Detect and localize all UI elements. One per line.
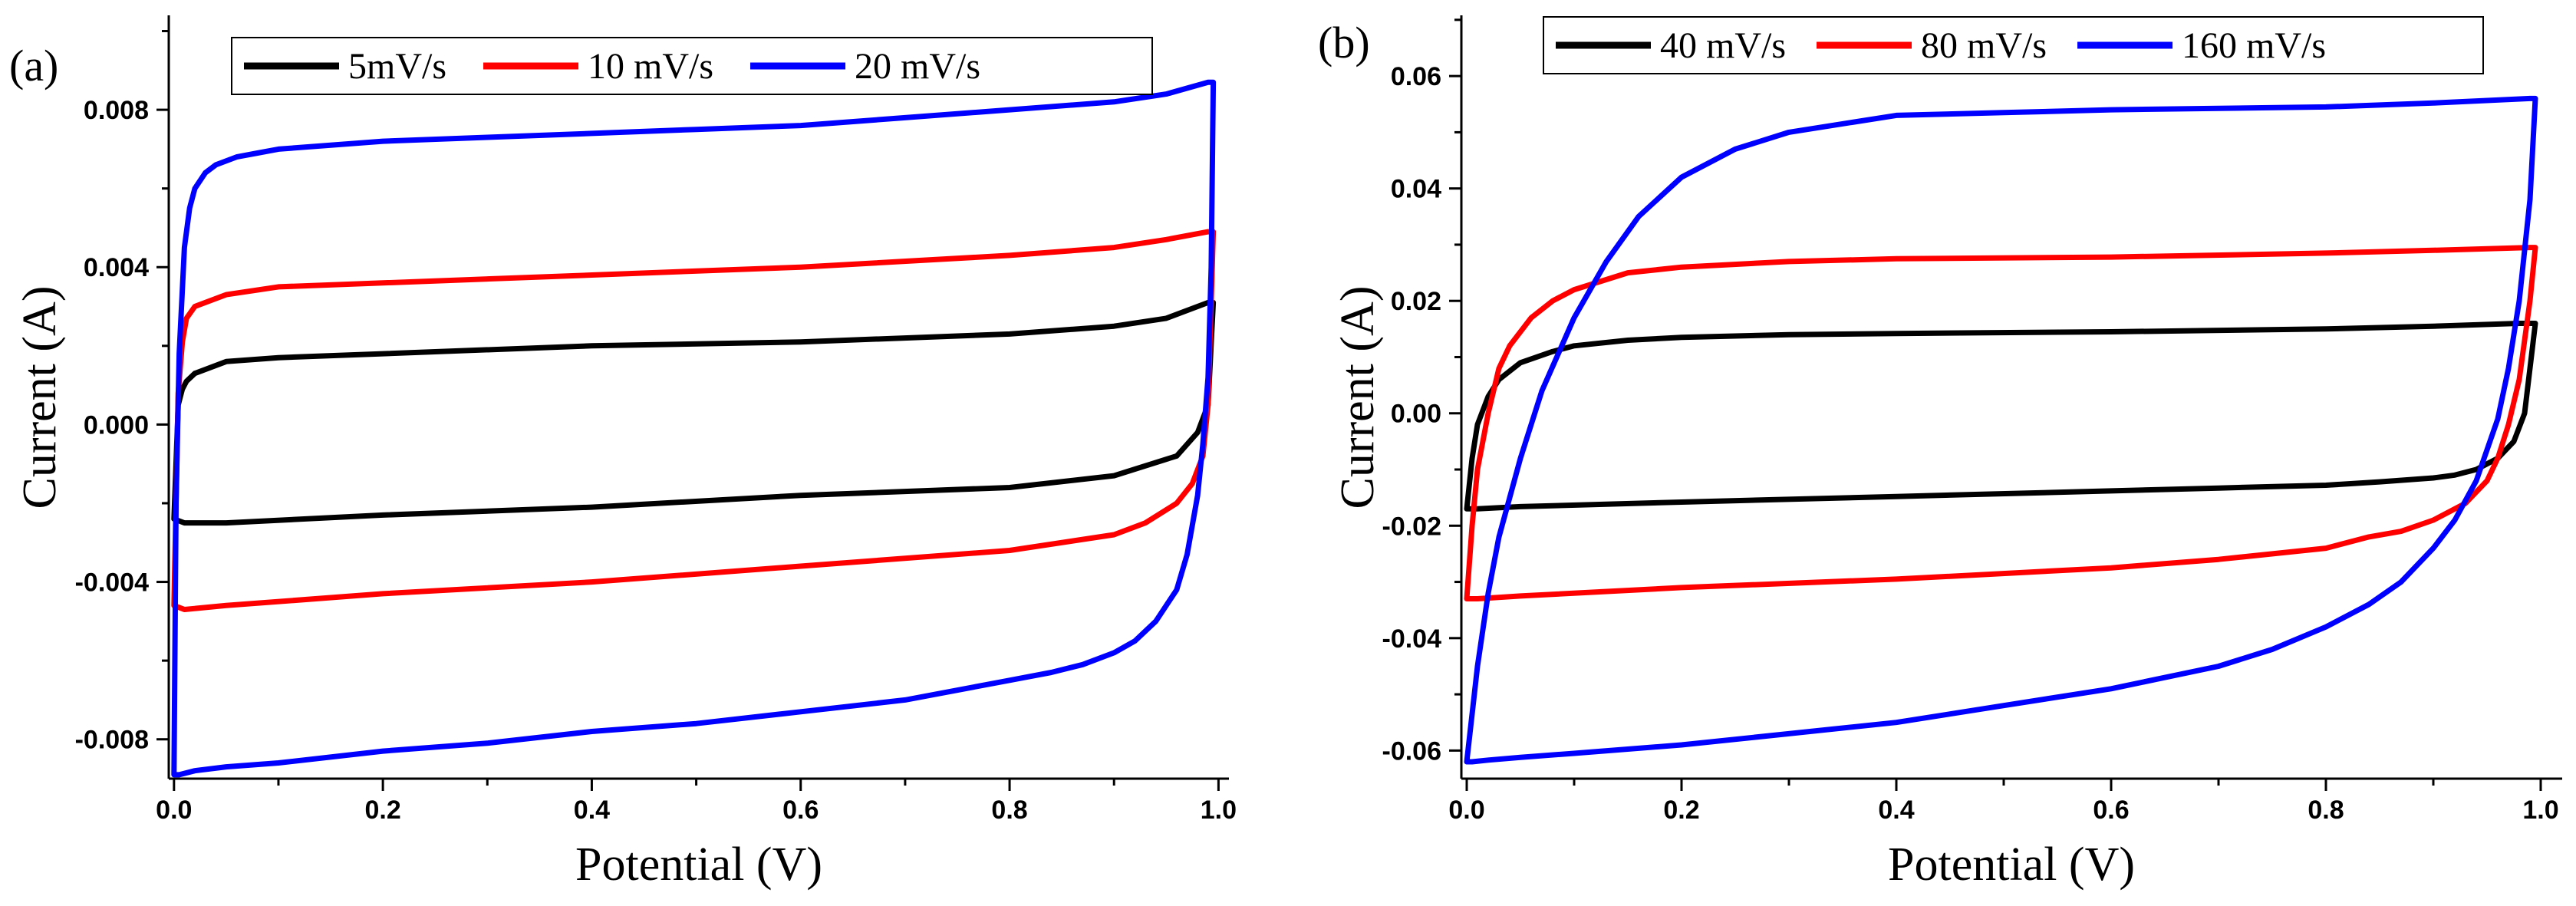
legend-label: 160 mV/s: [2182, 25, 2326, 66]
legend-item: 40 mV/s: [1556, 25, 1786, 66]
y-tick-label: 0.000: [84, 410, 149, 440]
x-tick-label: 0.6: [782, 796, 819, 825]
y-tick-label: -0.008: [75, 726, 149, 755]
legend-item: 160 mV/s: [2077, 25, 2326, 66]
x-tick-label: 0.0: [1448, 796, 1484, 825]
x-tick-label: 1.0: [2522, 796, 2558, 825]
legend-label: 10 mV/s: [588, 46, 713, 87]
panel-label: (b): [1318, 18, 1370, 68]
y-axis-title: Current (A): [1332, 286, 1384, 509]
y-tick-label: -0.06: [1382, 736, 1442, 766]
panel-a: 0.0 0.2 0.4 0.6 0.8 1.0 -0.008 -0.004 0.000 0.004…: [9, 15, 1237, 891]
series-line-5mv-s: [171, 299, 1217, 526]
y-tick-label: 0.00: [1391, 400, 1441, 429]
legend-label: 20 mV/s: [855, 46, 980, 87]
series-line-80-mv-s: [1464, 245, 2538, 601]
x-tick-label: 0.4: [1878, 796, 1914, 825]
legend-item: 5mV/s: [244, 46, 446, 87]
legend-item: 20 mV/s: [750, 46, 980, 87]
y-tick-label: 0.008: [84, 96, 149, 125]
x-tick-label: 0.8: [991, 796, 1027, 825]
legend-box: [1543, 16, 2484, 74]
y-tick-label: 0.04: [1391, 175, 1441, 204]
legend-label: 80 mV/s: [1921, 25, 2047, 66]
series-line-10-mv-s: [171, 229, 1217, 612]
legend-box: [231, 37, 1153, 95]
legend: 5mV/s 10 mV/s 20 mV/s: [231, 37, 1153, 95]
legend-label: 5mV/s: [348, 46, 446, 87]
y-tick-label: 0.004: [84, 253, 149, 282]
x-tick-label: 0.6: [2093, 796, 2129, 825]
x-axis-title: Potential (V): [1888, 838, 2135, 891]
panel-label: (a): [9, 41, 58, 91]
series-line-20-mv-s: [171, 79, 1217, 778]
x-tick-label: 0.4: [574, 796, 610, 825]
panel-b: 0.0 0.2 0.4 0.6 0.8 1.0 -0.06 -0.04 -0.02 0.00 0.0…: [1318, 15, 2562, 891]
x-tick-label: 0.2: [364, 796, 400, 825]
x-tick-label: 0.0: [156, 796, 192, 825]
legend-item: 80 mV/s: [1817, 25, 2047, 66]
y-axis-title: Current (A): [14, 286, 66, 509]
x-tick-label: 0.8: [2308, 796, 2344, 825]
y-tick-label: -0.02: [1382, 512, 1442, 541]
legend-item: 10 mV/s: [483, 46, 713, 87]
legend: 40 mV/s 80 mV/s 160 mV/s: [1543, 16, 2484, 74]
y-tick-label: 0.02: [1391, 287, 1441, 316]
x-axis-title: Potential (V): [575, 838, 822, 891]
legend-label: 40 mV/s: [1660, 25, 1786, 66]
x-tick-label: 1.0: [1201, 796, 1237, 825]
y-tick-label: -0.04: [1382, 624, 1442, 654]
series-line-160-mv-s: [1464, 95, 2538, 765]
x-tick-label: 0.2: [1663, 796, 1699, 825]
y-tick-label: 0.06: [1391, 62, 1441, 91]
series-line-40-mv-s: [1464, 321, 2538, 512]
y-tick-label: -0.004: [75, 568, 149, 598]
